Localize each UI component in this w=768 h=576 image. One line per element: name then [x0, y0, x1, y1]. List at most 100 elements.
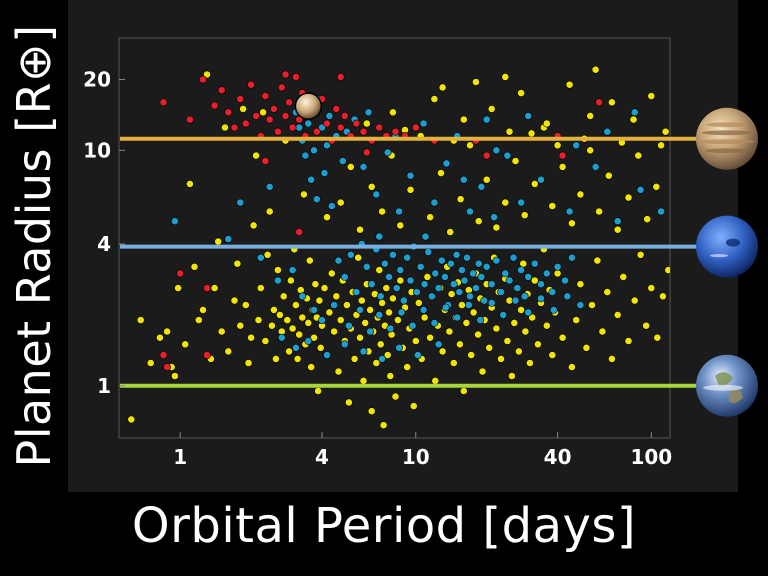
point-yellow-185: [603, 288, 612, 296]
point-yellow-243: [647, 92, 656, 100]
point-yellow-30: [256, 284, 265, 292]
point-red-27: [323, 119, 331, 128]
point-yellow-208: [437, 169, 445, 177]
point-blue-140: [459, 175, 468, 184]
point-yellow-70: [327, 269, 336, 278]
point-blue-120: [277, 333, 286, 342]
point-blue-5: [295, 123, 304, 132]
point-red-16: [277, 83, 286, 92]
point-yellow-137: [462, 318, 471, 327]
point-yellow-85: [357, 296, 366, 305]
point-blue-57: [505, 276, 514, 285]
point-yellow-204: [396, 221, 405, 230]
point-yellow-187: [613, 310, 622, 319]
point-yellow-109: [396, 276, 405, 285]
point-blue-65: [542, 269, 551, 278]
point-blue-108: [441, 303, 450, 312]
point-yellow-207: [426, 213, 434, 222]
point-yellow-236: [487, 105, 496, 113]
point-yellow-195: [659, 292, 667, 301]
point-red-6: [230, 123, 239, 132]
point-yellow-18: [221, 123, 229, 132]
point-red-40: [411, 123, 420, 132]
point-yellow-12: [199, 305, 207, 314]
point-yellow-17: [217, 327, 226, 336]
point-yellow-2: [146, 359, 155, 367]
point-yellow-28: [252, 151, 260, 160]
point-blue-68: [561, 276, 569, 285]
point-blue-77: [383, 148, 392, 157]
point-yellow-189: [624, 337, 633, 345]
point-yellow-152: [497, 354, 505, 363]
point-blue-8: [312, 195, 321, 204]
point-red-38: [391, 127, 400, 136]
point-red-3: [210, 101, 219, 110]
point-red-8: [241, 119, 250, 128]
point-blue-3: [273, 276, 282, 285]
point-yellow-168: [533, 340, 542, 349]
point-yellow-250: [527, 129, 536, 138]
point-blue-33: [427, 292, 436, 301]
point-red-54: [261, 157, 270, 165]
point-yellow-103: [385, 308, 393, 317]
point-yellow-123: [431, 376, 440, 385]
point-red-53: [295, 228, 304, 236]
point-blue-101: [366, 327, 374, 336]
point-blue-123: [323, 351, 331, 359]
point-red-55: [336, 73, 345, 81]
highlight-marker: [294, 92, 323, 120]
point-yellow-234: [430, 95, 439, 103]
point-red-56: [362, 148, 371, 157]
point-yellow-117: [414, 298, 423, 307]
point-blue-35: [434, 284, 443, 292]
point-yellow-7: [174, 284, 182, 292]
point-red-33: [352, 119, 361, 128]
point-red-18: [285, 98, 293, 107]
point-blue-0: [171, 217, 179, 226]
point-yellow-36: [269, 305, 278, 314]
point-yellow-9: [186, 179, 194, 188]
point-yellow-160: [514, 347, 523, 356]
point-yellow-32: [261, 337, 270, 345]
point-blue-78: [395, 207, 403, 216]
point-yellow-214: [492, 223, 501, 232]
x-axis-ticks: 1 4 10 40 100: [173, 432, 672, 469]
point-blue-2: [256, 253, 265, 262]
point-red-12: [261, 92, 270, 100]
point-yellow-38: [273, 266, 282, 274]
y-axis-ticks: 1 4 10 20: [83, 67, 125, 398]
point-yellow-220: [548, 202, 557, 210]
point-yellow-60: [310, 333, 318, 342]
point-blue-109: [453, 313, 462, 322]
point-yellow-201: [367, 182, 376, 191]
reference-arrowhead-1: [706, 239, 722, 254]
point-yellow-97: [376, 340, 385, 349]
point-blue-11: [334, 256, 343, 265]
point-blue-94: [657, 207, 665, 216]
point-blue-86: [490, 213, 498, 222]
point-blue-142: [524, 112, 533, 120]
point-yellow-19: [224, 347, 233, 356]
point-yellow-69: [325, 308, 334, 317]
point-blue-31: [420, 280, 429, 289]
point-yellow-6: [171, 372, 179, 380]
point-yellow-52: [298, 313, 307, 322]
point-blue-23: [392, 284, 401, 292]
point-red-20: [291, 73, 300, 81]
point-yellow-142: [474, 330, 482, 339]
point-yellow-83: [354, 253, 363, 262]
point-red-30: [336, 123, 345, 132]
point-blue-143: [572, 141, 581, 150]
point-yellow-27: [249, 221, 258, 230]
point-yellow-31: [259, 108, 267, 117]
point-yellow-1: [136, 316, 145, 324]
point-red-4: [217, 86, 226, 95]
point-yellow-230: [643, 215, 652, 224]
point-red-25: [312, 127, 321, 136]
point-yellow-150: [492, 324, 501, 333]
point-yellow-180: [576, 280, 585, 289]
point-yellow-61: [311, 280, 320, 289]
point-red-17: [281, 112, 290, 120]
point-blue-119: [576, 301, 585, 309]
point-yellow-182: [588, 301, 596, 309]
